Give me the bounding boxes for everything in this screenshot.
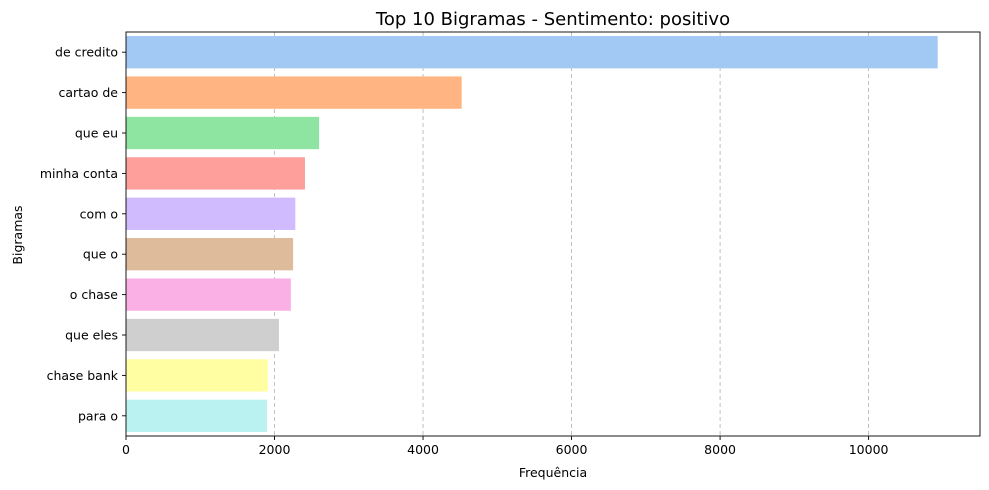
- y-axis-label: Bigramas: [10, 205, 25, 264]
- y-tick-label: minha conta: [40, 166, 118, 181]
- bar: [126, 399, 268, 432]
- bar: [126, 238, 294, 271]
- x-tick-label: 2000: [259, 442, 291, 457]
- bar: [126, 197, 296, 230]
- x-tick-label: 4000: [407, 442, 439, 457]
- y-tick-label: que eu: [75, 126, 118, 141]
- chart-title: Top 10 Bigramas - Sentimento: positivo: [375, 9, 730, 30]
- plot-frame: [125, 31, 981, 437]
- bar: [126, 318, 279, 352]
- y-tick-label: para o: [78, 408, 118, 423]
- x-tick-label: 8000: [704, 442, 736, 457]
- y-tick-label: com o: [80, 206, 118, 221]
- y-axis-ticks: de credito cartao de que eu minha conta com …: [40, 45, 126, 423]
- x-tick-label: 10000: [849, 442, 889, 457]
- bar: [126, 278, 291, 311]
- y-tick-label: chase bank: [47, 368, 119, 383]
- x-axis-label: Frequência: [519, 465, 587, 480]
- x-axis-ticks: 0 2000 4000 6000 8000 10000: [122, 436, 889, 457]
- y-tick-label: que eles: [65, 328, 118, 343]
- bar: [126, 76, 462, 109]
- x-tick-label: 6000: [556, 442, 588, 457]
- bar: [126, 116, 320, 150]
- bar: [126, 359, 268, 392]
- x-tick-label: 0: [122, 442, 130, 457]
- y-tick-label: de credito: [55, 45, 118, 60]
- y-tick-label: cartao de: [59, 85, 119, 100]
- bar: [126, 36, 938, 69]
- y-tick-label: que o: [83, 247, 118, 262]
- grid-lines: [274, 32, 870, 436]
- y-tick-label: o chase: [70, 287, 119, 302]
- bar: [126, 157, 305, 190]
- bars: [126, 36, 938, 432]
